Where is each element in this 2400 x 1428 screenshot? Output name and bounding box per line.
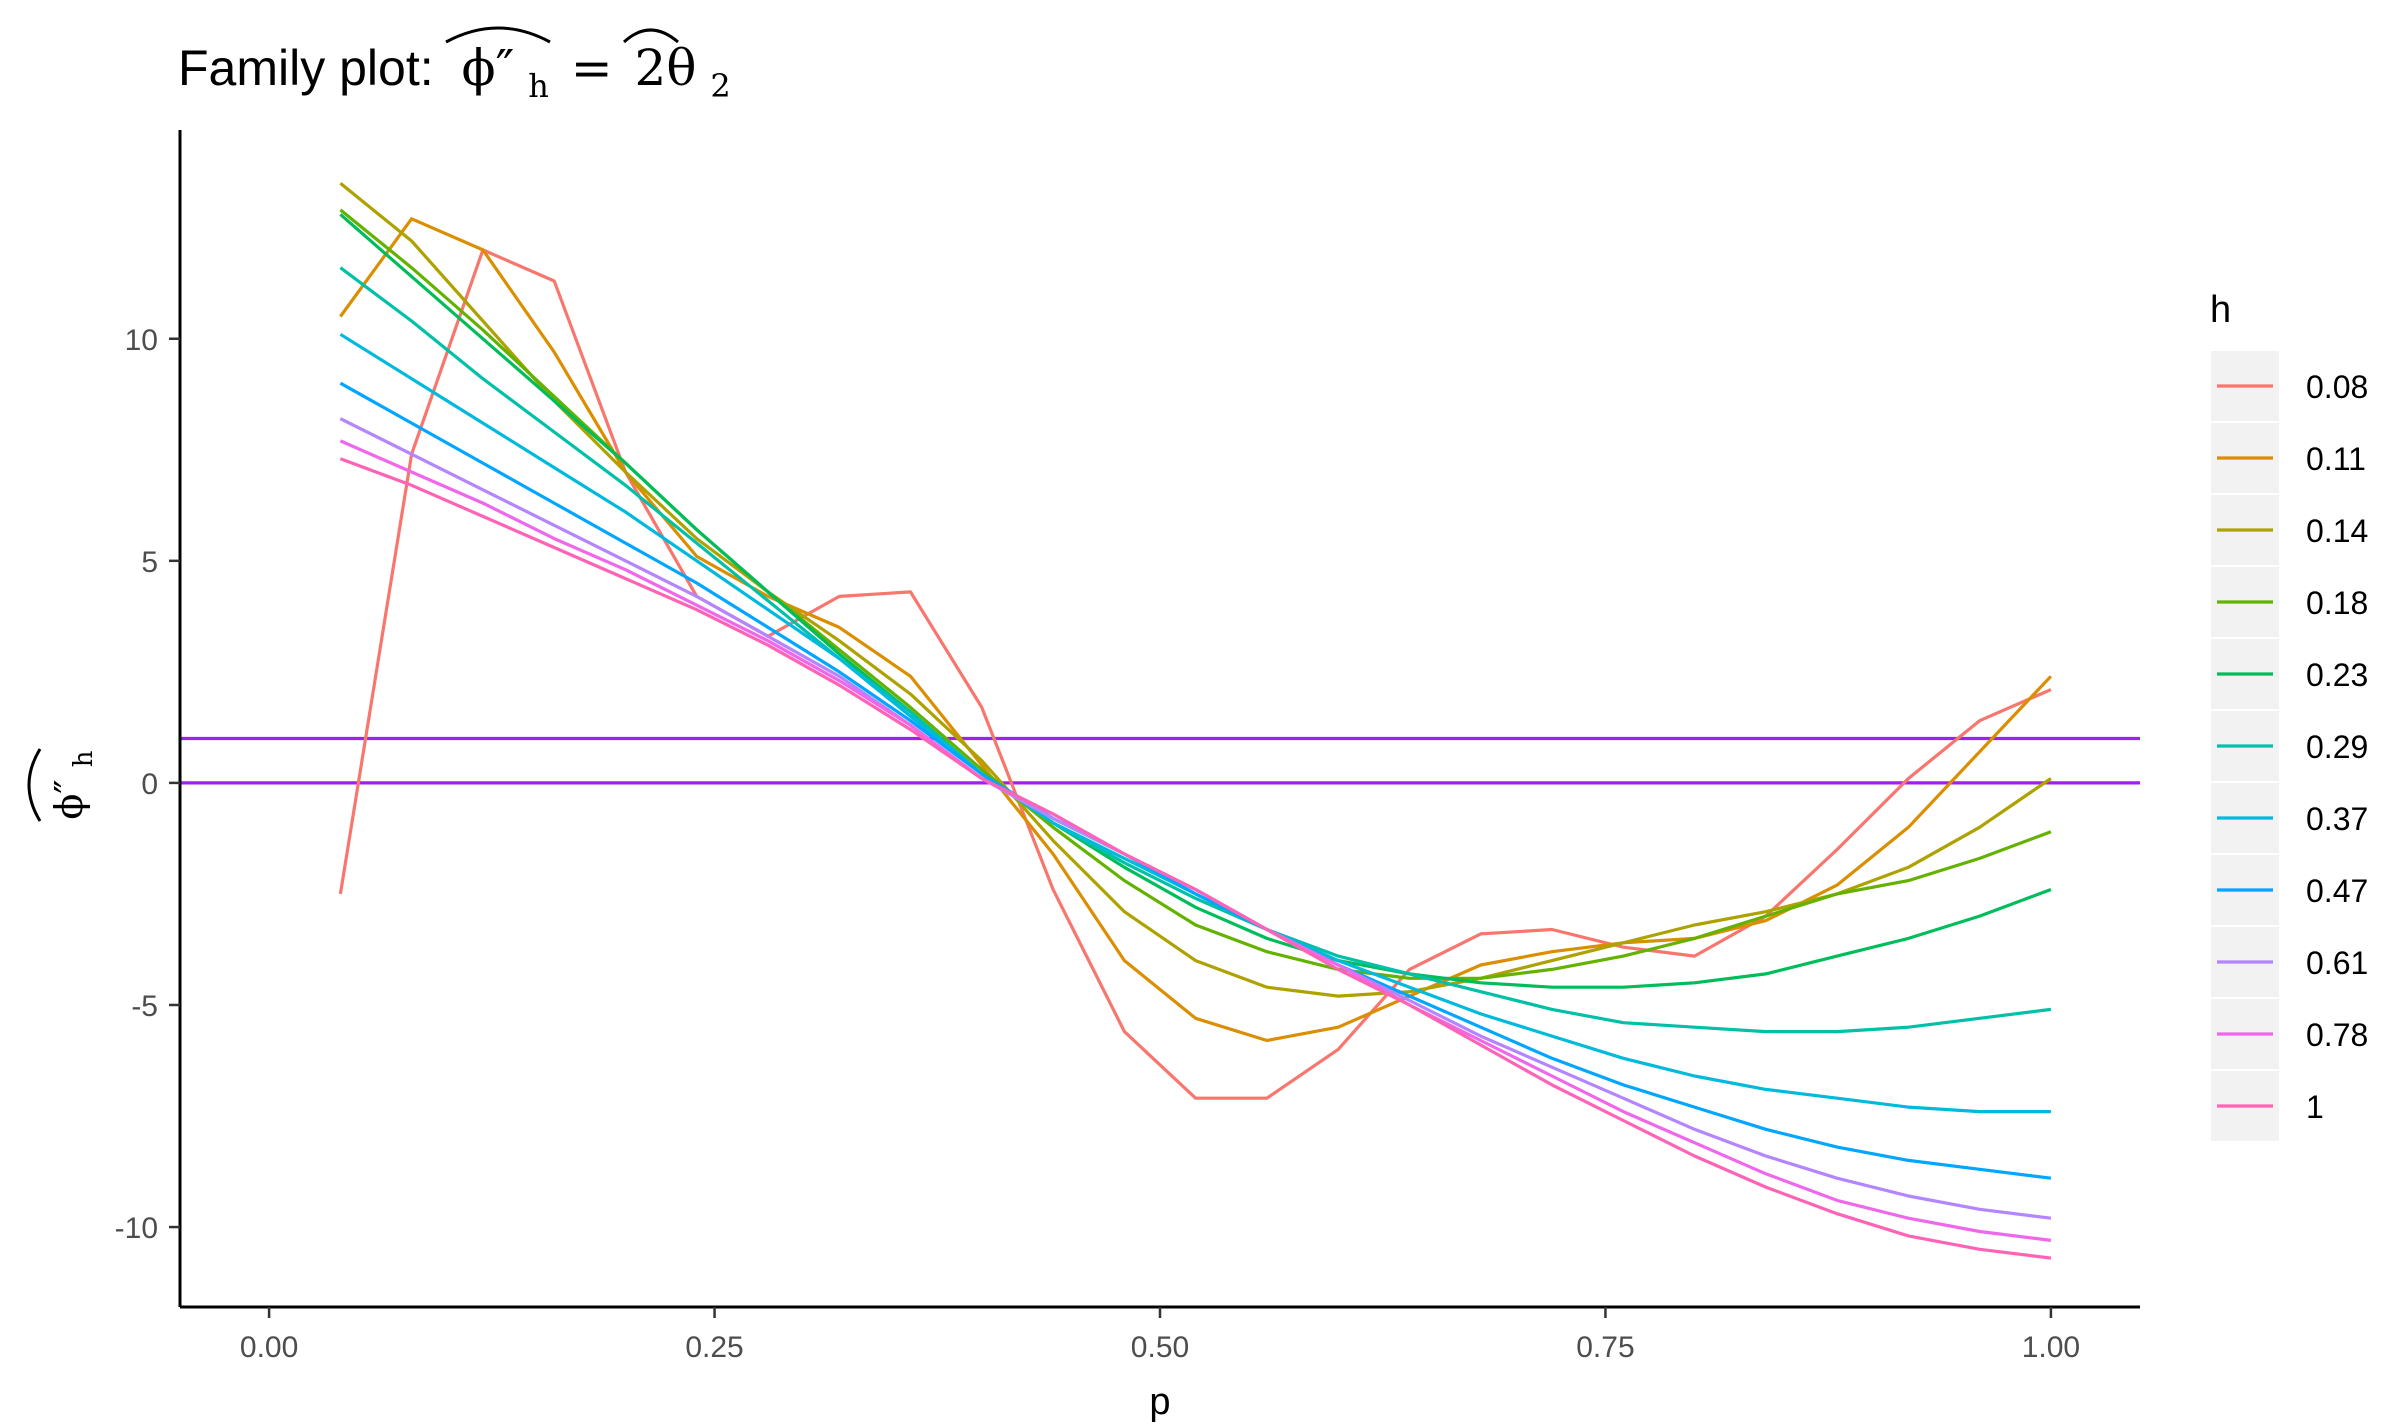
x-tick-label: 1.00 <box>2022 1331 2080 1364</box>
legend-title: h <box>2210 289 2231 331</box>
y-axis-title-main: ϕ″ h <box>47 750 99 819</box>
legend-label-h-1: 1 <box>2306 1089 2324 1125</box>
legend-label-h-0.11: 0.11 <box>2306 441 2366 477</box>
chart-title-rhs: 2θ <box>635 39 697 97</box>
y-tick-label: -10 <box>115 1212 158 1245</box>
series-line-h-0.37 <box>339 332 2051 1114</box>
series-lines <box>338 182 2053 1260</box>
y-tick-label: 10 <box>125 324 158 357</box>
chart-title: Family plot: ϕ″ h = 2θ 2 <box>178 39 731 108</box>
y-tick-label: 0 <box>141 768 158 801</box>
legend-label-h-0.29: 0.29 <box>2306 729 2368 765</box>
x-tick-label: 0.25 <box>685 1331 743 1364</box>
legend-label-h-0.14: 0.14 <box>2306 513 2368 549</box>
series-line-h-0.23 <box>339 213 2052 989</box>
series-line-h-0.47 <box>339 381 2052 1180</box>
series-line-h-0.29 <box>339 266 2052 1034</box>
y-tick-label: -5 <box>131 990 158 1023</box>
series-line-h-1 <box>339 457 2052 1260</box>
series-line-h-0.08 <box>338 248 2052 1100</box>
legend-label-h-0.61: 0.61 <box>2306 945 2368 981</box>
y-axis-ticks: -10 -5 0 5 10 <box>115 324 180 1245</box>
chart-title-rhs-sub: 2 <box>710 67 730 105</box>
x-axis-ticks: 0.00 0.25 0.50 0.75 1.00 <box>240 1307 2080 1364</box>
legend-items: 0.08 0.11 0.14 0.18 0.23 0.29 0.37 0.47 0.61 0.78… <box>2209 349 2368 1143</box>
y-axis-title-sub: h <box>69 750 99 767</box>
title-hat-rhs <box>622 28 679 44</box>
title-hat-lhs <box>445 26 551 44</box>
legend-label-h-0.47: 0.47 <box>2306 873 2368 909</box>
y-axis-title-symbol: ϕ″ <box>47 779 91 819</box>
chart-title-lhs: ϕ″ <box>462 39 515 97</box>
series-line-h-0.18 <box>339 208 2052 980</box>
x-tick-label: 0.75 <box>1576 1331 1634 1364</box>
x-tick-label: 0.00 <box>240 1331 298 1364</box>
y-axis-title-hat <box>27 748 42 822</box>
legend-label-h-0.23: 0.23 <box>2306 657 2368 693</box>
series-line-h-0.11 <box>339 217 2053 1043</box>
legend-label-h-0.78: 0.78 <box>2306 1017 2368 1053</box>
reference-lines <box>180 736 2140 785</box>
legend: h 0.080.110.140.180.230.290.370.470.610.… <box>2209 289 2368 1143</box>
series-line-h-0.78 <box>339 439 2052 1242</box>
x-tick-label: 0.50 <box>1131 1331 1189 1364</box>
legend-label-h-0.18: 0.18 <box>2306 585 2368 621</box>
x-axis-title: p <box>1149 1381 1170 1423</box>
chart-title-equals: = <box>571 39 613 97</box>
y-tick-label: 5 <box>141 546 158 579</box>
legend-label-h-0.08: 0.08 <box>2306 369 2368 405</box>
series-line-h-0.14 <box>339 182 2052 998</box>
chart-title-text: Family plot: <box>178 40 434 96</box>
y-axis-title: ϕ″ h <box>27 748 99 822</box>
chart-title-lhs-sub: h <box>528 67 549 105</box>
legend-label-h-0.37: 0.37 <box>2306 801 2368 837</box>
